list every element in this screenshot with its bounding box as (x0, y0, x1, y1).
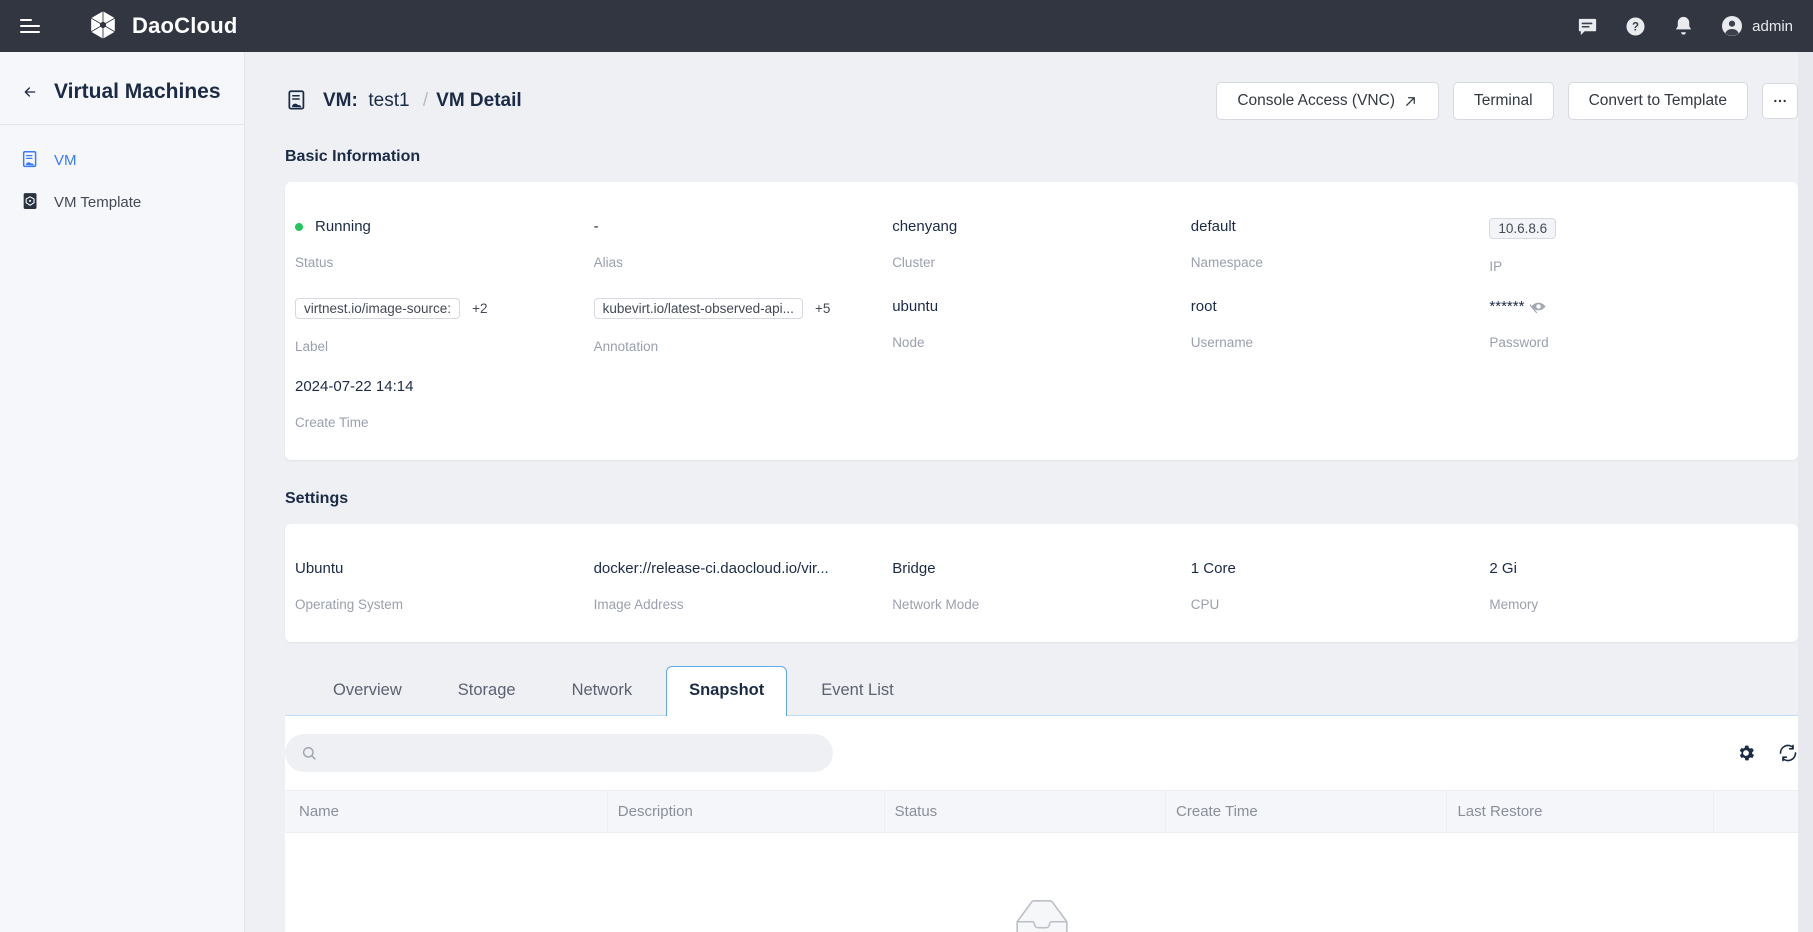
svg-text:?: ? (1632, 21, 1639, 33)
